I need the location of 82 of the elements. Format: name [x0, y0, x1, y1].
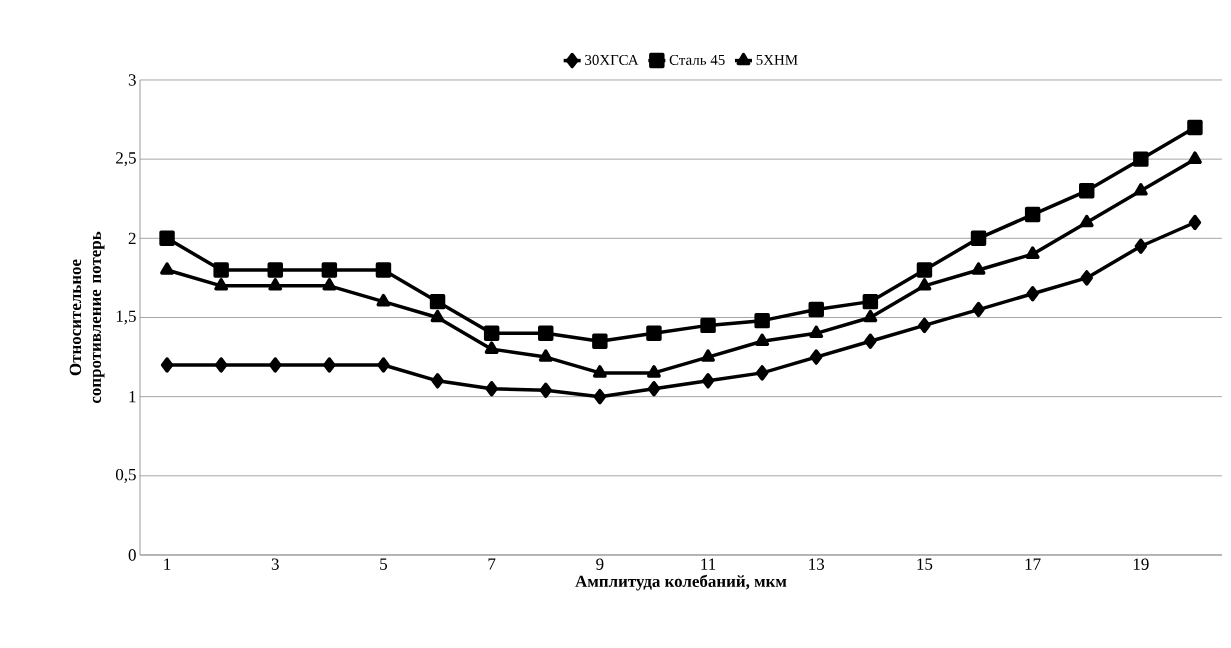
point: [1133, 183, 1148, 196]
point: [267, 262, 283, 278]
x-tick-label: 1: [164, 558, 171, 570]
point: [700, 317, 716, 334]
point: [972, 301, 985, 318]
point: [593, 388, 607, 405]
legend-label: 30ХГСА: [585, 54, 639, 65]
point: [1080, 270, 1093, 286]
legend-label: 5ХНМ: [756, 54, 798, 65]
point: [808, 301, 824, 318]
point: [160, 262, 174, 275]
x-tick-label: 15: [917, 558, 933, 570]
y-axis-title: Относительное сопротивление потерь: [69, 231, 105, 404]
point: [485, 381, 498, 397]
point: [269, 357, 282, 373]
point: [375, 262, 392, 278]
point: [701, 349, 715, 362]
point: [1188, 214, 1202, 231]
point: [1134, 238, 1148, 254]
x-tick-label: 7: [488, 558, 496, 570]
point: [322, 278, 337, 291]
point: [1025, 246, 1040, 259]
point: [647, 381, 661, 397]
point: [430, 309, 445, 323]
point: [646, 325, 662, 342]
point: [1079, 214, 1094, 228]
point: [809, 325, 824, 339]
point: [214, 357, 228, 373]
point: [160, 357, 174, 373]
point: [429, 293, 446, 310]
point: [863, 309, 878, 323]
x-tick-label: 9: [596, 558, 604, 570]
x-tick-label: 3: [271, 558, 279, 570]
point: [755, 333, 770, 346]
point: [1026, 286, 1039, 302]
point: [321, 262, 338, 278]
point: [376, 293, 391, 307]
point: [431, 373, 444, 389]
point: [810, 349, 823, 365]
point: [592, 333, 608, 349]
y-tick-label: 1,5: [116, 310, 136, 325]
point: [484, 341, 499, 354]
x-tick-label: 19: [1133, 558, 1149, 570]
point: [213, 262, 229, 278]
point: [592, 365, 607, 378]
x-tick-label: 11: [701, 558, 716, 570]
point: [1188, 151, 1202, 164]
point: [538, 325, 554, 342]
point: [1079, 183, 1095, 199]
point: [323, 357, 336, 373]
point: [916, 262, 933, 278]
x-tick-label: 5: [380, 558, 388, 570]
point: [647, 365, 661, 378]
point: [538, 349, 553, 362]
y-tick-label: 1: [129, 391, 136, 403]
point: [754, 312, 770, 329]
point: [971, 262, 986, 275]
point: [268, 278, 283, 291]
y-tick-label: 2: [128, 232, 136, 244]
y-tick-label: 0,5: [115, 468, 136, 483]
point: [970, 230, 987, 247]
point: [701, 373, 715, 389]
point: [377, 357, 390, 373]
point: [1133, 151, 1149, 167]
x-tick-label: 17: [1025, 558, 1041, 570]
point: [1187, 119, 1203, 136]
point: [755, 365, 769, 381]
point: [483, 325, 500, 342]
point: [862, 293, 879, 310]
point: [539, 382, 552, 399]
x-tick-label: 13: [809, 558, 825, 570]
point: [1024, 206, 1041, 223]
y-tick-label: 3: [128, 74, 136, 86]
point: [917, 278, 932, 291]
point: [214, 278, 229, 291]
point: [159, 230, 175, 247]
y-tick-label: 2,5: [116, 152, 136, 167]
legend-label: Сталь 45: [669, 54, 725, 65]
y-tick-label: 0: [128, 549, 136, 561]
x-axis-title: Амплитуда колебаний, мкм: [575, 574, 787, 591]
point: [864, 333, 877, 349]
point: [918, 317, 931, 334]
